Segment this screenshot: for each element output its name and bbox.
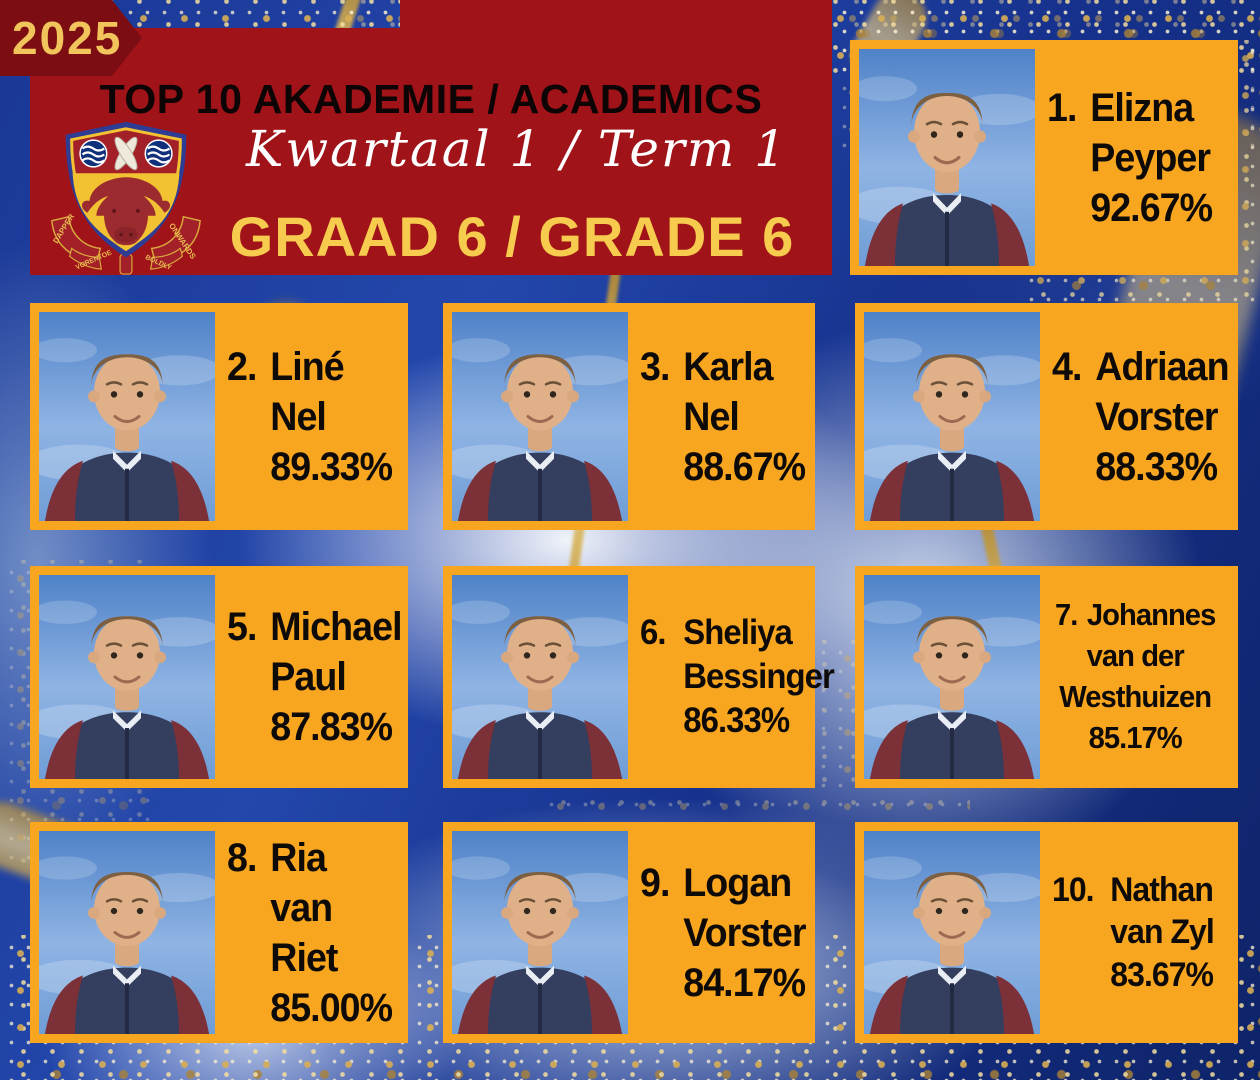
student-photo-placeholder	[864, 312, 1040, 521]
student-photo-placeholder	[452, 831, 628, 1034]
rank-label: 4.	[1052, 344, 1082, 389]
rank-label: 8.	[227, 835, 257, 880]
student-photo-placeholder	[452, 575, 628, 779]
student-photo-placeholder	[859, 49, 1035, 266]
student-info: 8. Ria van Riet 85.00%	[227, 831, 393, 1034]
student-name: Sheliya	[683, 613, 793, 653]
student-name: Michael	[270, 605, 402, 649]
student-photo-placeholder	[864, 575, 1040, 779]
student-name: Bessinger	[683, 657, 835, 697]
term-subtitle: Kwartaal 1 / Term 1	[246, 120, 788, 178]
student-info: 10. Nathan van Zyl 83.67%	[1052, 831, 1218, 1034]
student-score: 83.67%	[1110, 955, 1214, 994]
student-score: 86.33%	[683, 700, 790, 740]
student-name: Ria	[270, 835, 327, 880]
student-info: 5. Michael Paul 87.83%	[227, 575, 403, 779]
rank-label: 3.	[640, 344, 670, 389]
header-banner-extension	[400, 0, 832, 30]
student-name: Paul	[270, 655, 347, 699]
student-photo-placeholder	[39, 312, 215, 521]
school-crest-logo: DAPPER VORENTOE BOLDLY ONWARDS	[51, 121, 201, 275]
student-card-9: 9. Logan Vorster 84.17%	[443, 822, 815, 1043]
student-score: 85.00%	[270, 985, 393, 1030]
student-info: 7. Johannes van der Westhuizen 85.17%	[1052, 575, 1218, 779]
student-score: 88.67%	[683, 444, 806, 489]
student-name: Nel	[683, 394, 740, 439]
student-name: van der	[1086, 638, 1185, 674]
student-score: 89.33%	[270, 444, 393, 489]
rank-label: 9.	[640, 860, 670, 905]
student-name: Vorster	[683, 910, 806, 955]
student-info: 6. Sheliya Bessinger 86.33%	[640, 575, 835, 779]
student-card-2: 2. Liné Nel 89.33%	[30, 303, 408, 530]
student-photo-placeholder	[864, 831, 1040, 1034]
student-photo-placeholder	[39, 575, 215, 779]
student-info: 1. Elizna Peyper 92.67%	[1047, 49, 1218, 266]
student-score: 87.83%	[270, 705, 393, 749]
student-card-10: 10. Nathan van Zyl 83.67%	[855, 822, 1238, 1043]
student-name: Adriaan	[1095, 344, 1229, 389]
year-ribbon: 2025	[0, 0, 142, 76]
student-card-7: 7. Johannes van der Westhuizen 85.17%	[855, 566, 1238, 788]
student-info: 2. Liné Nel 89.33%	[227, 312, 393, 521]
student-card-3: 3. Karla Nel 88.67%	[443, 303, 815, 530]
student-name: Westhuizen	[1059, 679, 1212, 714]
rank-label: 6.	[640, 613, 667, 653]
student-info: 9. Logan Vorster 84.17%	[640, 831, 806, 1034]
student-name: van Zyl	[1110, 913, 1215, 952]
student-card-1: 1. Elizna Peyper 92.67%	[850, 40, 1238, 275]
page-title: TOP 10 AKADEMIE / ACADEMICS	[99, 76, 763, 122]
student-name: Peyper	[1090, 135, 1211, 180]
student-score: 84.17%	[683, 960, 806, 1005]
student-score: 88.33%	[1095, 444, 1218, 489]
rank-label: 10.	[1052, 870, 1095, 909]
student-card-8: 8. Ria van Riet 85.00%	[30, 822, 408, 1043]
student-score: 85.17%	[1088, 719, 1183, 755]
rank-label: 5.	[227, 605, 257, 649]
student-photo-placeholder	[39, 831, 215, 1034]
year-label: 2025	[12, 12, 123, 64]
student-name: Nathan	[1110, 870, 1214, 909]
student-name: Vorster	[1095, 394, 1218, 439]
rank-label: 7.	[1055, 597, 1078, 633]
student-name: van Riet	[270, 885, 338, 980]
rank-label: 1.	[1047, 85, 1077, 130]
header-banner: TOP 10 AKADEMIE / ACADEMICS DAPPER VOREN…	[30, 28, 832, 275]
rank-label: 2.	[227, 344, 257, 389]
student-name: Liné	[270, 344, 344, 389]
student-name: Nel	[270, 394, 327, 439]
student-score: 92.67%	[1090, 185, 1213, 230]
student-name: Karla	[683, 344, 773, 389]
student-card-4: 4. Adriaan Vorster 88.33%	[855, 303, 1238, 530]
student-name: Johannes	[1086, 597, 1216, 633]
student-info: 3. Karla Nel 88.67%	[640, 312, 806, 521]
student-name: Elizna	[1090, 85, 1194, 130]
grade-title: GRAAD 6 / GRADE 6	[229, 205, 795, 268]
student-info: 4. Adriaan Vorster 88.33%	[1052, 312, 1230, 521]
student-card-6: 6. Sheliya Bessinger 86.33%	[443, 566, 835, 788]
student-card-5: 5. Michael Paul 87.83%	[30, 566, 408, 788]
student-photo-placeholder	[452, 312, 628, 521]
student-name: Logan	[683, 860, 792, 905]
